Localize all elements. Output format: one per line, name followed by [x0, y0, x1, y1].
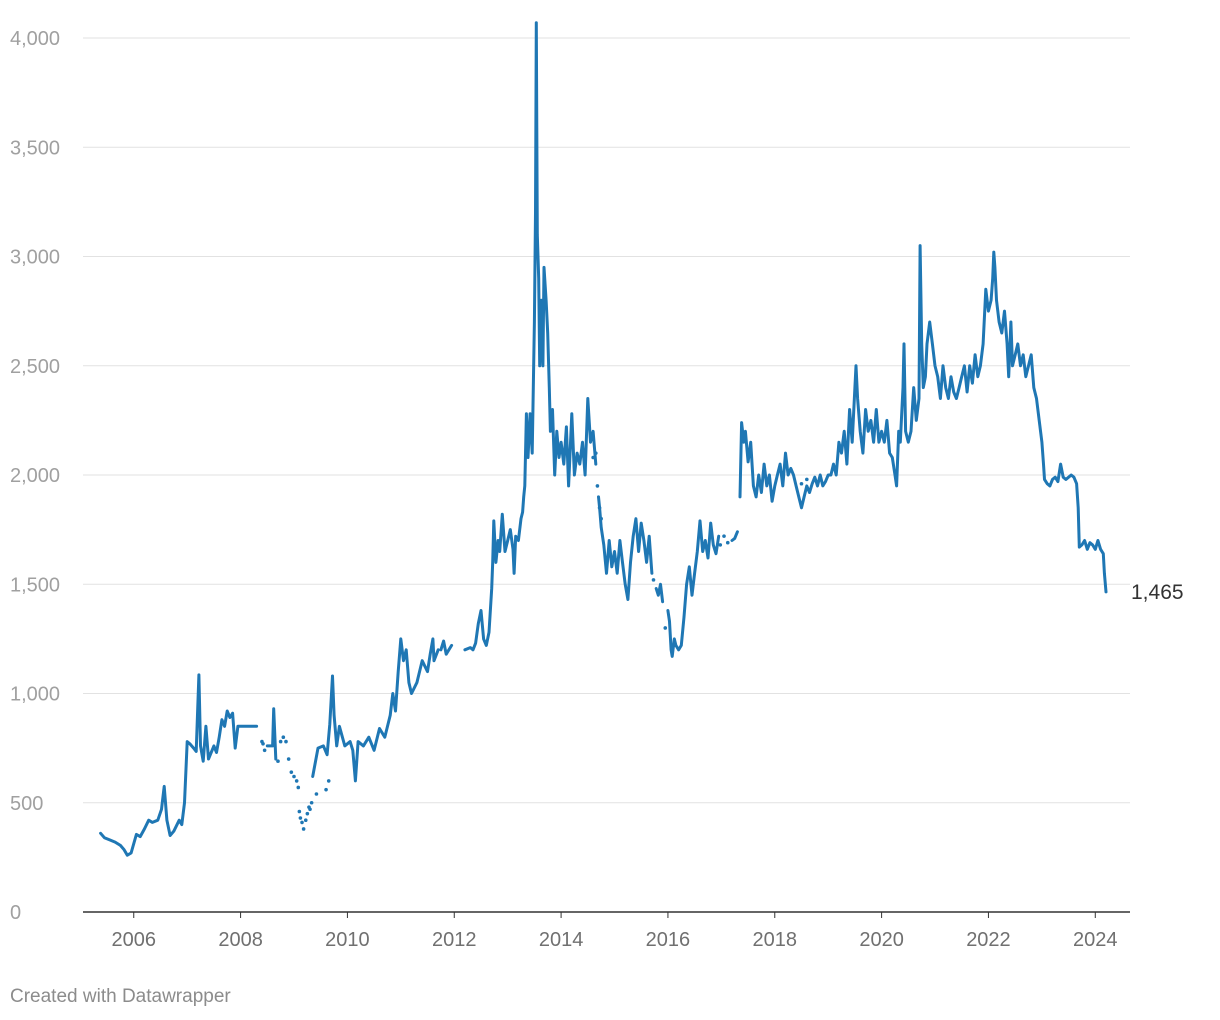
price-series [99, 21, 1108, 857]
data-point [591, 455, 595, 460]
end-value-label: 1,465 [1131, 581, 1184, 604]
gridlines [83, 37, 1130, 804]
series-line-segment [666, 519, 721, 658]
x-tick-label: 2012 [432, 929, 477, 951]
data-point [289, 770, 294, 774]
data-point [281, 735, 286, 739]
data-point [297, 809, 302, 814]
data-point [722, 534, 726, 538]
series-line-segment [311, 637, 440, 783]
y-tick-label: 4,000 [10, 28, 60, 50]
series-line-segment [439, 639, 454, 656]
data-point [286, 757, 291, 761]
x-tick-label: 2014 [539, 929, 584, 951]
data-point [305, 811, 310, 816]
data-point [663, 626, 668, 630]
y-tick-label: 3,000 [10, 247, 60, 269]
data-point [300, 820, 304, 825]
data-point [799, 481, 804, 486]
y-axis-labels: 0 500 1,000 1,500 2,000 2,500 3,000 3,500 4,000 [10, 28, 60, 924]
x-tick-label: 2016 [646, 929, 691, 951]
y-tick-label: 0 [10, 902, 21, 924]
x-tick-label: 2022 [966, 929, 1011, 951]
data-point [262, 748, 267, 753]
data-point [298, 816, 303, 820]
data-point [324, 787, 328, 792]
x-tick-label: 2024 [1073, 929, 1118, 951]
data-point [595, 484, 600, 488]
data-point [261, 741, 265, 746]
y-tick-label: 1,500 [10, 574, 60, 596]
data-point [597, 505, 602, 510]
data-point [308, 807, 312, 812]
data-point [805, 477, 809, 482]
data-point [326, 779, 331, 783]
series-line-segment [738, 244, 1108, 594]
series-line-segment [99, 673, 259, 857]
x-tick-label: 2006 [111, 929, 156, 951]
y-tick-label: 1,000 [10, 684, 60, 706]
data-point [314, 792, 319, 796]
y-tick-label: 2,500 [10, 356, 60, 378]
data-point [278, 739, 283, 744]
data-point [301, 827, 306, 831]
series-line-segment [265, 707, 278, 761]
y-tick-label: 500 [10, 793, 43, 815]
data-point [718, 543, 723, 547]
x-axis: 2006 2008 2010 2012 2014 2016 2018 2020 2022 2024 [83, 911, 1130, 951]
series-line-segment [597, 495, 654, 601]
data-point [292, 774, 296, 779]
data-point [651, 578, 656, 582]
x-tick-label: 2008 [218, 929, 263, 951]
series-line-segment [463, 21, 598, 652]
x-tick-label: 2020 [859, 929, 904, 951]
footer-credit: Created with Datawrapper [10, 986, 231, 1007]
data-point [284, 739, 288, 744]
series-line-segment [654, 582, 665, 604]
data-point [309, 800, 314, 805]
data-point [303, 818, 308, 823]
x-tick-label: 2010 [325, 929, 370, 951]
data-point [294, 779, 299, 783]
series-line-segment [730, 530, 739, 542]
data-point [725, 540, 730, 545]
x-tick-label: 2018 [753, 929, 798, 951]
data-point [276, 759, 280, 764]
y-tick-label: 2,000 [10, 465, 60, 487]
data-point [594, 451, 598, 455]
y-tick-label: 3,500 [10, 137, 60, 159]
data-point [296, 785, 301, 790]
data-point [599, 516, 603, 521]
